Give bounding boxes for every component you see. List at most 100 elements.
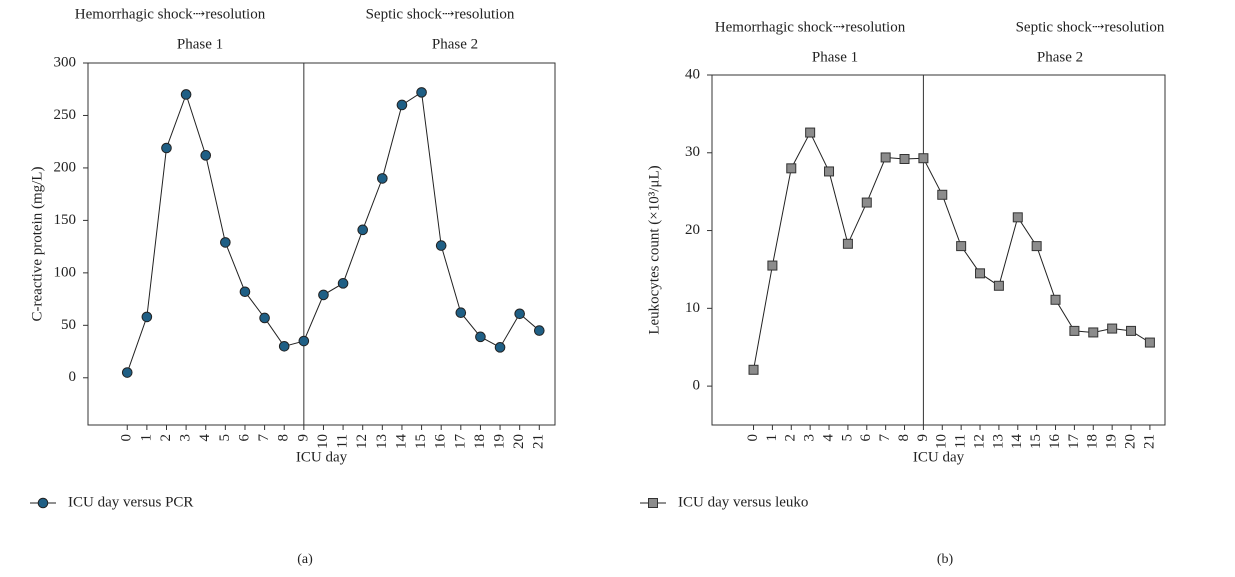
x-tick-label: 20 — [1122, 434, 1138, 449]
marker — [767, 260, 778, 271]
x-tick-label: 3 — [802, 434, 818, 442]
x-tick-label: 6 — [858, 434, 874, 442]
marker — [1088, 327, 1099, 338]
x-tick-label: 4 — [197, 434, 213, 442]
phase-label: Phase 1 — [812, 49, 858, 65]
marker — [161, 142, 172, 154]
x-tick-label: 0 — [745, 434, 761, 442]
marker — [1050, 294, 1061, 305]
marker — [180, 89, 192, 100]
x-tick-label: 2 — [158, 434, 174, 442]
x-tick-label: 1 — [764, 434, 780, 442]
x-tick-label: 1 — [138, 434, 154, 442]
x-tick-label: 5 — [217, 434, 233, 442]
y-axis-label: Leukocytes count (×10³/μL) — [646, 165, 662, 334]
x-tick-label: 16 — [433, 434, 449, 450]
x-tick-label: 14 — [1009, 434, 1025, 450]
x-tick-label: 10 — [934, 434, 950, 449]
marker — [975, 268, 986, 279]
x-tick-label: 13 — [990, 434, 1006, 449]
x-tick-label: 11 — [953, 434, 969, 448]
marker — [494, 342, 506, 353]
panel-label: (b) — [937, 552, 954, 567]
x-tick-label: 8 — [896, 434, 912, 442]
marker — [748, 364, 759, 375]
marker — [377, 173, 388, 184]
annotation: Hemorrhagic shock⇢resolution — [75, 6, 266, 22]
y-tick-label: 200 — [54, 159, 77, 175]
legend-label: ICU day versus leuko — [678, 494, 808, 510]
marker — [1144, 337, 1155, 348]
y-tick-label: 300 — [54, 54, 77, 70]
x-tick-label: 4 — [820, 434, 836, 442]
phase-label: Phase 2 — [432, 36, 478, 52]
x-tick-label: 19 — [491, 434, 507, 449]
x-axis-label: ICU day — [913, 449, 965, 465]
y-tick-label: 0 — [693, 378, 701, 394]
legend-marker — [37, 497, 49, 509]
marker — [1012, 212, 1023, 223]
marker — [993, 280, 1004, 291]
x-tick-label: 7 — [877, 434, 893, 442]
x-tick-label: 19 — [1104, 434, 1120, 449]
marker — [956, 241, 967, 252]
marker — [121, 367, 133, 378]
x-tick-label: 5 — [839, 434, 855, 442]
marker — [357, 224, 369, 236]
marker — [455, 307, 467, 319]
x-tick-label: 9 — [295, 434, 311, 442]
plot-frame — [711, 74, 1166, 426]
x-tick-label: 9 — [915, 434, 931, 442]
x-tick-label: 15 — [413, 434, 429, 449]
x-tick-label: 6 — [236, 434, 252, 442]
marker — [141, 311, 153, 323]
marker — [259, 312, 270, 324]
phase-label: Phase 1 — [177, 36, 223, 52]
x-tick-label: 2 — [783, 434, 799, 442]
marker — [899, 154, 910, 164]
x-tick-label: 11 — [335, 434, 351, 448]
marker — [842, 238, 853, 249]
x-tick-label: 0 — [119, 434, 135, 442]
marker — [435, 240, 447, 251]
x-tick-label: 14 — [393, 434, 409, 450]
marker — [880, 152, 891, 163]
marker — [918, 153, 929, 164]
x-tick-label: 16 — [1047, 434, 1063, 450]
marker — [534, 325, 545, 336]
y-axis-label: C-reactive protein (mg/L) — [29, 167, 45, 322]
legend-label: ICU day versus PCR — [68, 494, 193, 510]
marker — [514, 308, 525, 320]
y-tick-label: 40 — [685, 66, 700, 82]
marker — [1107, 323, 1118, 334]
x-tick-label: 10 — [315, 434, 331, 449]
x-tick-label: 7 — [256, 434, 272, 442]
marker — [416, 87, 427, 98]
x-tick-label: 17 — [452, 434, 468, 450]
marker — [337, 278, 349, 289]
marker — [298, 335, 310, 347]
phase-label: Phase 2 — [1037, 49, 1083, 65]
marker — [1126, 325, 1137, 336]
x-tick-label: 18 — [472, 434, 488, 449]
y-tick-label: 0 — [69, 369, 77, 385]
y-tick-label: 150 — [54, 212, 77, 228]
marker — [200, 150, 212, 161]
y-tick-label: 100 — [54, 264, 77, 280]
marker — [239, 286, 251, 298]
x-tick-label: 12 — [971, 434, 987, 449]
marker — [220, 237, 231, 248]
x-tick-label: 20 — [511, 434, 527, 449]
marker — [861, 197, 872, 208]
x-tick-label: 12 — [354, 434, 370, 449]
marker — [824, 166, 835, 177]
x-tick-label: 15 — [1028, 434, 1044, 449]
marker — [805, 127, 816, 138]
x-tick-label: 21 — [531, 434, 547, 449]
marker — [475, 331, 486, 343]
marker — [1031, 241, 1042, 252]
x-tick-label: 13 — [374, 434, 390, 449]
x-tick-label: 8 — [276, 434, 292, 442]
